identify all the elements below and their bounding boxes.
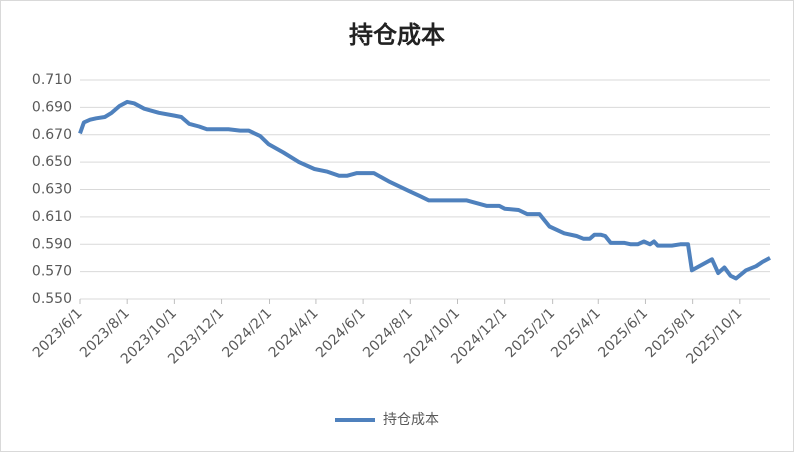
y-tick-label: 0.670 [32,127,72,143]
y-tick-label: 0.650 [32,154,72,170]
y-tick-label: 0.610 [32,209,72,225]
y-tick-label: 0.590 [32,236,72,252]
y-tick-label: 0.690 [32,99,72,115]
y-tick-label: 0.710 [32,72,72,88]
legend-label: 持仓成本 [383,412,439,428]
y-tick-label: 0.630 [32,182,72,198]
y-tick-label: 0.550 [32,291,72,307]
data-line [78,99,771,281]
y-tick-label: 0.570 [32,264,72,280]
chart-title: 持仓成本 [349,21,445,49]
